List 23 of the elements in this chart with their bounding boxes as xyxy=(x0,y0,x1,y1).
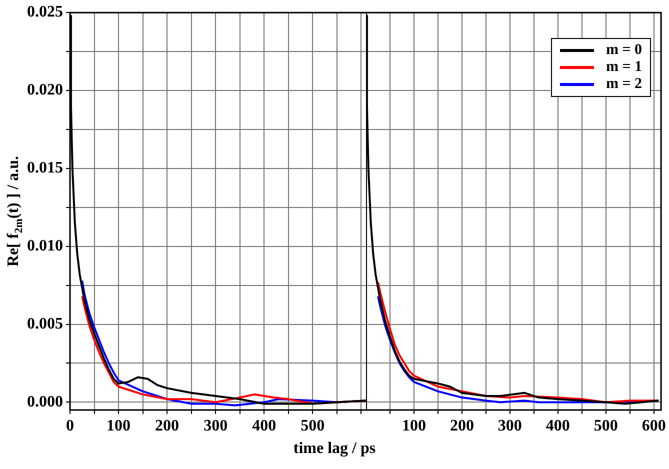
x-tick-label: 400 xyxy=(252,418,276,435)
legend-label: m = 1 xyxy=(606,59,642,76)
y-tick-label: 0.025 xyxy=(27,4,63,21)
y-tick-label: 0.010 xyxy=(27,238,63,255)
y-tick-label: 0.005 xyxy=(27,315,63,332)
x-tick-label: 200 xyxy=(450,418,474,435)
x-tick-label: 200 xyxy=(155,418,180,435)
y-tick-label: 0.000 xyxy=(27,393,63,410)
y-axis-title: Re[ f2m(t) ] / a.u. xyxy=(5,156,25,267)
x-tick-label: 500 xyxy=(594,418,618,435)
x-tick-label: 100 xyxy=(106,418,131,435)
legend-label: m = 0 xyxy=(606,42,642,59)
x-tick-label: 300 xyxy=(204,418,228,435)
x-tick-label: 500 xyxy=(300,418,325,435)
x-axis-title: time lag / ps xyxy=(292,440,377,458)
y-tick-label: 0.015 xyxy=(27,160,63,177)
x-tick-label: 0 xyxy=(66,418,74,435)
x-tick-label: 400 xyxy=(546,418,570,435)
x-tick-label: 100 xyxy=(402,418,426,435)
y-tick-label: 0.020 xyxy=(27,82,63,99)
legend-label: m = 2 xyxy=(606,76,642,93)
x-tick-label: 600 xyxy=(642,418,666,435)
x-tick-label: 300 xyxy=(498,418,522,435)
